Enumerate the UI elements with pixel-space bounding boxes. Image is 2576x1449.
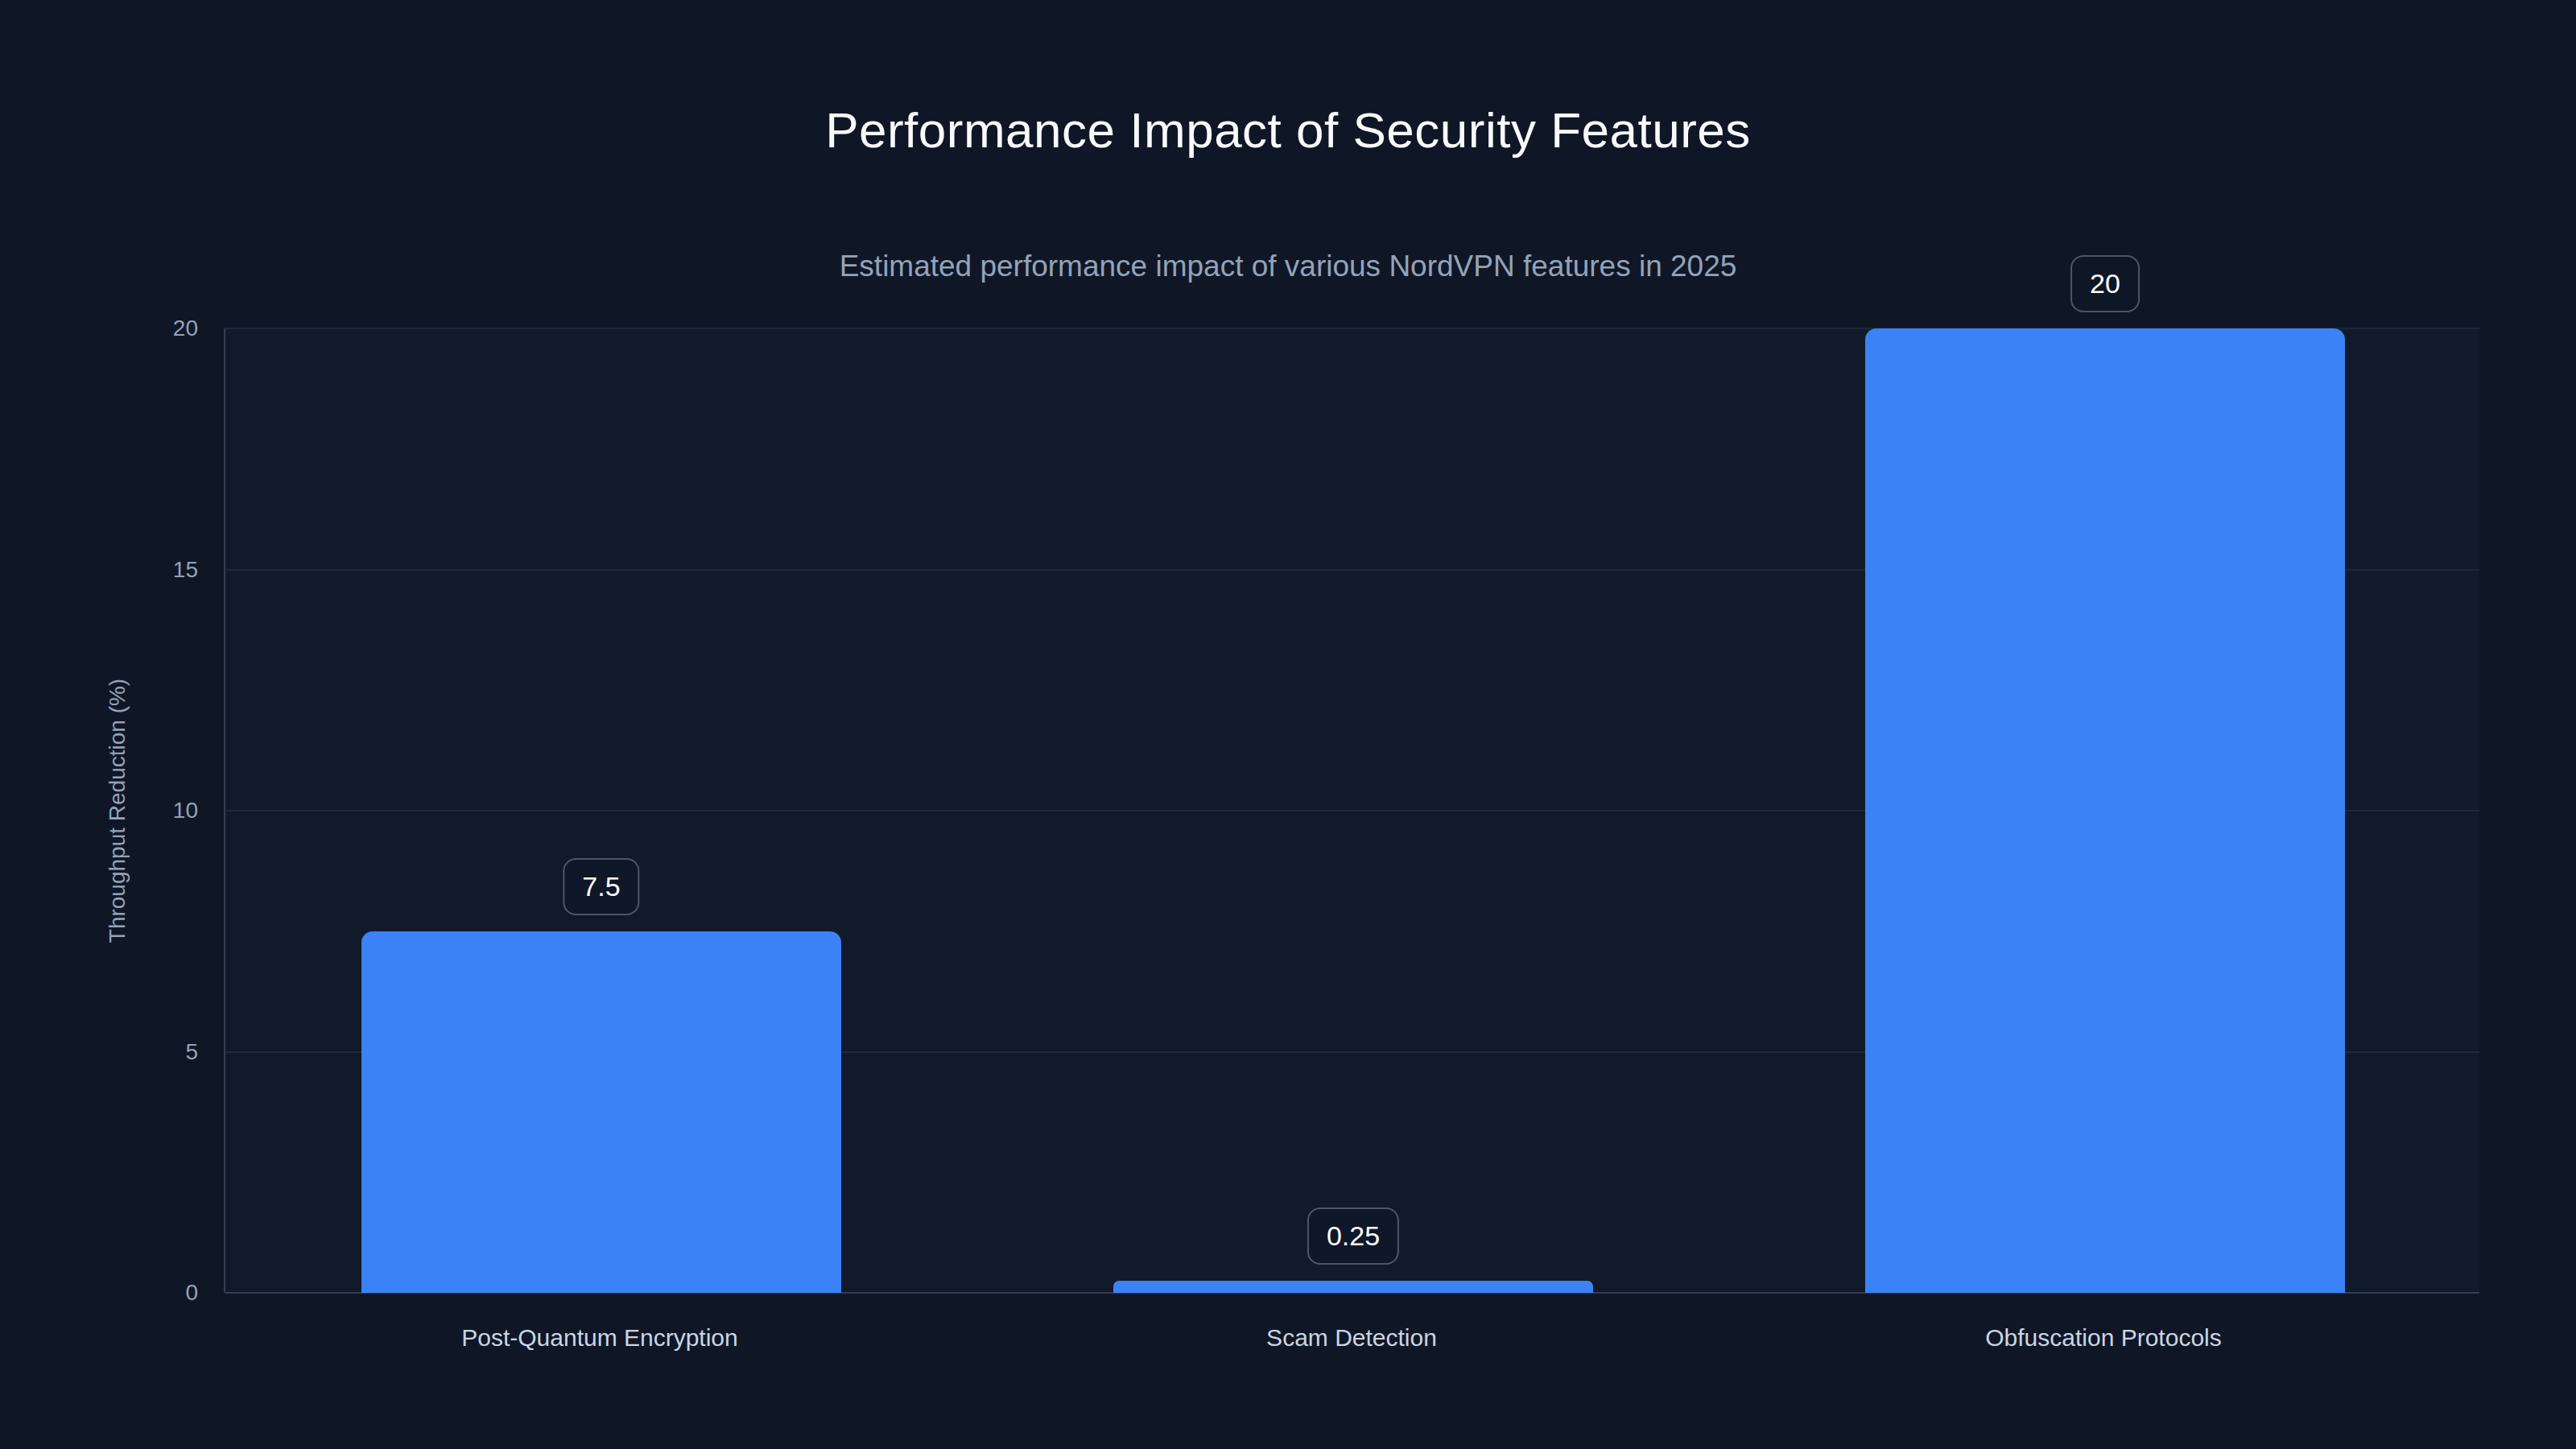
- value-label-obfuscation-protocols: 20: [2070, 255, 2140, 312]
- y-tick-label: 15: [173, 557, 198, 583]
- x-axis-label-post-quantum-encryption: Post-Quantum Encryption: [461, 1324, 738, 1352]
- y-tick-label: 0: [185, 1280, 198, 1306]
- y-tick-label: 5: [185, 1039, 198, 1065]
- y-tick-label: 10: [173, 798, 198, 824]
- x-axis-labels: Post-Quantum Encryption Scam Detection Obf…: [224, 1324, 2479, 1373]
- plot-area: 7.50.2520: [224, 328, 2479, 1293]
- chart-title: Performance Impact of Security Features: [0, 101, 2576, 159]
- value-label-post-quantum-encryption: 7.5: [563, 858, 639, 915]
- x-axis-label-scam-detection: Scam Detection: [1266, 1324, 1437, 1352]
- chart-subtitle: Estimated performance impact of various …: [0, 250, 2576, 283]
- value-label-scam-detection: 0.25: [1307, 1208, 1399, 1265]
- bar-post-quantum-encryption[interactable]: [361, 931, 841, 1293]
- x-axis-label-obfuscation-protocols: Obfuscation Protocols: [1985, 1324, 2221, 1352]
- bar-scam-detection[interactable]: [1113, 1281, 1593, 1293]
- bar-obfuscation-protocols[interactable]: [1865, 328, 2345, 1293]
- y-tick-label: 20: [173, 316, 198, 341]
- y-axis-tick-labels: 05101520: [0, 328, 198, 1293]
